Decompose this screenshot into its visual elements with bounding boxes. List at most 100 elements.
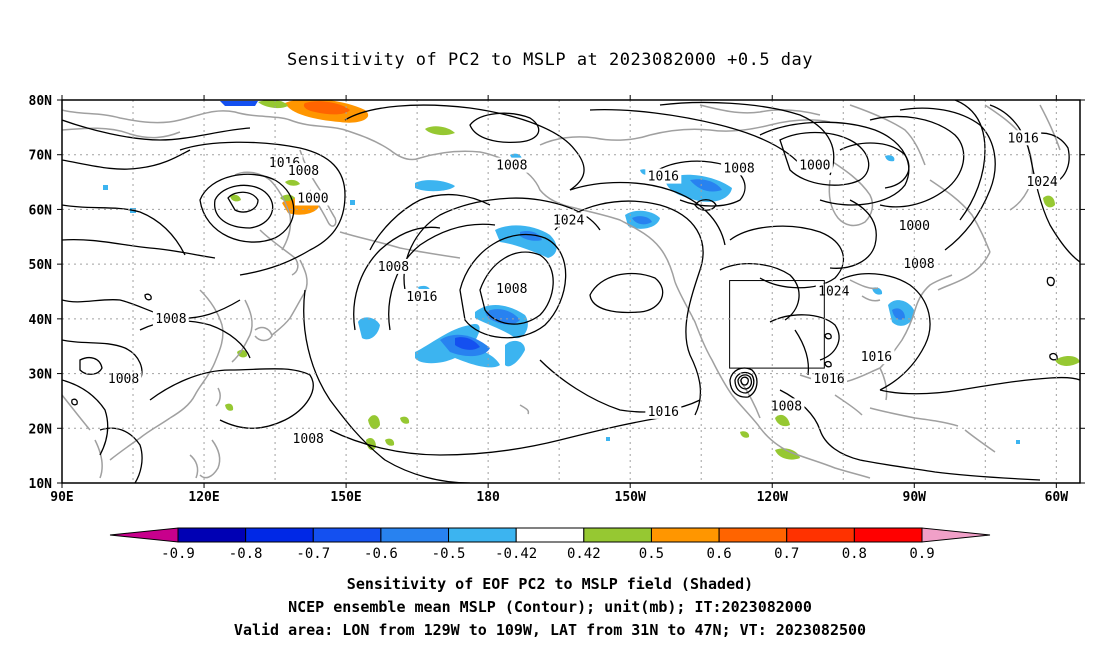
colorbar-swatch xyxy=(515,527,585,543)
contour-label-bg xyxy=(721,160,758,176)
colorbar-tick-label: -0.7 xyxy=(296,546,330,562)
contour-label: 1000 xyxy=(297,191,328,206)
shade-positive-green xyxy=(385,438,395,446)
colorbar-tick-label: -0.9 xyxy=(161,546,195,562)
contour-label-bg xyxy=(285,163,322,179)
colorbar-tick-label: -0.8 xyxy=(229,546,263,562)
colorbar-tick-label: 0.6 xyxy=(706,546,731,562)
lat-label: 50N xyxy=(29,258,53,273)
contour-label: 1008 xyxy=(903,257,934,272)
shade-positive-green xyxy=(775,414,790,427)
contour-label: 1016 xyxy=(1008,131,1039,146)
lon-label: 120W xyxy=(757,490,788,505)
colorbar-labels: -0.9 -0.8 -0.7 -0.6 -0.5 -0.42 0.42 0.5 0.6 0.7 0.… xyxy=(161,546,935,562)
lat-label: 10N xyxy=(29,477,53,492)
shade-negative-blue xyxy=(520,230,542,241)
lat-label: 20N xyxy=(29,422,53,437)
colorbar-swatch xyxy=(312,527,382,543)
contour-label-bg xyxy=(896,217,933,233)
shade-negative-cyan xyxy=(415,180,455,192)
shade-positive-green xyxy=(258,100,288,109)
contour-label: 1016 xyxy=(861,350,892,365)
sensitivity-shading xyxy=(103,100,1080,460)
contour-label-bg xyxy=(768,398,805,414)
shade-positive-green xyxy=(775,448,800,460)
caption-line-1: Sensitivity of EOF PC2 to MSLP field (Sh… xyxy=(346,575,754,593)
colorbar-swatch xyxy=(583,527,652,543)
shade-negative-cyan xyxy=(872,287,883,295)
colorbar-high-arrow xyxy=(921,527,991,543)
shade-positive-green xyxy=(237,349,248,358)
colorbar-swatch xyxy=(786,527,855,543)
colorbar-tick-label: 0.9 xyxy=(909,546,934,562)
lat-label: 70N xyxy=(29,149,53,164)
colorbar-tick-label: -0.5 xyxy=(432,546,466,562)
lat-label: 80N xyxy=(29,94,53,109)
contour-label: 1008 xyxy=(293,432,324,447)
contour-label-bg xyxy=(1024,174,1061,190)
shade-negative-cyan xyxy=(495,225,557,258)
contour-label-bg xyxy=(858,349,895,365)
contour-label-bg xyxy=(550,212,587,228)
contour-label: 1008 xyxy=(771,399,802,414)
contour-label: 1000 xyxy=(799,159,830,174)
lon-label: 150E xyxy=(330,490,361,505)
longitude-labels: 90E 120E 150E 180 150W 120W 90W 60W xyxy=(50,490,1068,505)
shade-negative-cyan xyxy=(505,340,525,367)
colorbar-swatch xyxy=(853,527,923,543)
contour-label: 1024 xyxy=(818,285,849,300)
shade-positive-green xyxy=(1043,195,1055,208)
contour-label-bg xyxy=(645,403,682,419)
lon-label: 180 xyxy=(476,490,500,505)
colorbar-tick-label: 0.42 xyxy=(567,546,601,562)
shade-positive-green xyxy=(230,194,241,202)
contour-label: 1016 xyxy=(813,372,844,387)
latitude-labels: 80N 70N 60N 50N 40N 30N 20N 10N xyxy=(29,94,53,492)
shade-negative-cyan xyxy=(885,155,895,162)
contour-label-bg xyxy=(645,168,682,184)
mslp-contours xyxy=(62,100,1080,483)
colorbar-tick-label: -0.42 xyxy=(495,546,537,562)
contour-label-bg xyxy=(901,256,938,272)
colorbar-tick-label: 0.8 xyxy=(842,546,867,562)
map-title: Sensitivity of PC2 to MSLP at 2023082000… xyxy=(286,50,813,70)
shade-negative-blue xyxy=(892,308,905,320)
shade-negative-cyan xyxy=(358,317,380,340)
plot-frame xyxy=(61,99,1081,484)
colorbar-swatch xyxy=(177,527,247,543)
contour-label-bg xyxy=(493,280,530,296)
shade-positive-green xyxy=(285,179,300,186)
lat-label: 40N xyxy=(29,313,53,328)
shade-negative-cyan xyxy=(350,200,355,205)
contour-label: 1008 xyxy=(496,282,527,297)
caption-line-2: NCEP ensemble mean MSLP (Contour); unit(… xyxy=(288,598,812,616)
coastlines xyxy=(62,104,1061,479)
shade-positive-green xyxy=(1055,356,1080,366)
contour-label: 1008 xyxy=(378,260,409,275)
shade-negative-blue xyxy=(220,101,258,106)
contour-label-bg xyxy=(1005,130,1042,146)
contour-label-bg xyxy=(403,288,440,304)
lat-label: 60N xyxy=(29,203,53,218)
colorbar-swatch xyxy=(718,527,788,543)
axis-ticks xyxy=(57,95,1085,488)
shade-negative-blue xyxy=(690,179,722,192)
lon-label: 90E xyxy=(50,490,73,505)
shade-positive-green xyxy=(425,126,455,136)
contour-label-bg xyxy=(375,258,412,274)
shade-positive-green xyxy=(400,416,410,424)
contour-label: 1016 xyxy=(648,405,679,420)
contour-label: 1008 xyxy=(288,164,319,179)
contour-label-bg xyxy=(290,431,327,447)
colorbar-tick-label: -0.6 xyxy=(364,546,398,562)
shade-positive-green xyxy=(366,438,376,451)
shade-negative-dark-blue xyxy=(455,337,480,350)
shade-negative-cyan xyxy=(606,437,610,441)
lon-label: 120E xyxy=(188,490,219,505)
lon-label: 150W xyxy=(615,490,646,505)
contour-label-bg xyxy=(796,157,833,173)
shade-negative-blue xyxy=(632,216,652,225)
contour-label: 1016 xyxy=(648,170,679,185)
colorbar-swatch xyxy=(650,527,720,543)
